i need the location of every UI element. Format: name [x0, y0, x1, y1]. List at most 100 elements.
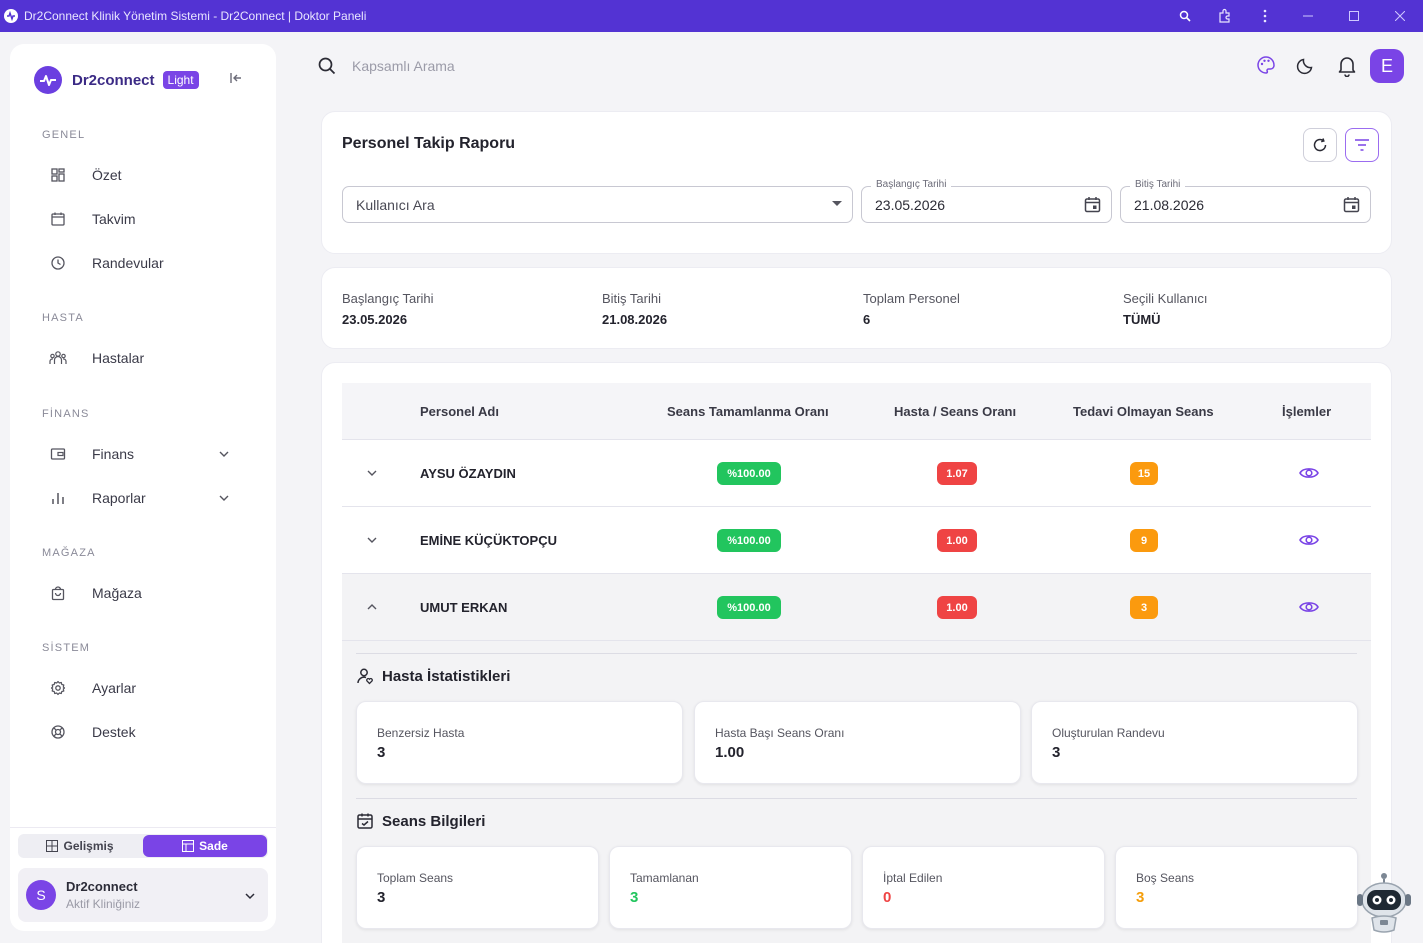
expand-chevron-icon[interactable]	[366, 467, 378, 479]
close-icon[interactable]	[1377, 0, 1423, 32]
sidebar-item-hastalar[interactable]: Hastalar	[38, 340, 258, 376]
table-row[interactable]: EMİNE KÜÇÜKTOPÇU %100.00 1.00 9	[342, 507, 1371, 574]
sidebar-item-randevular[interactable]: Randevular	[38, 245, 258, 281]
section-title-genel: GENEL	[42, 129, 86, 141]
ratio-badge: 1.00	[937, 596, 977, 619]
column-header-name[interactable]: Personel Adı	[420, 404, 499, 419]
staff-name: AYSU ÖZAYDIN	[420, 466, 516, 481]
sidebar-item-takvim[interactable]: Takvim	[38, 201, 258, 237]
untreated-badge: 3	[1130, 596, 1158, 619]
calendar-icon[interactable]	[1343, 196, 1360, 213]
search-icon[interactable]	[318, 57, 336, 75]
summary-total-staff: Toplam Personel 6	[863, 291, 960, 327]
brand-name: Dr2connect	[72, 71, 155, 89]
stat-card-total-sessions: Toplam Seans 3	[356, 846, 599, 929]
sidebar-item-destek[interactable]: Destek	[38, 714, 258, 750]
divider	[356, 798, 1357, 799]
sidebar-item-ozet[interactable]: Özet	[38, 157, 258, 193]
stat-label: Boş Seans	[1136, 871, 1195, 885]
view-eye-icon[interactable]	[1299, 532, 1319, 548]
completion-badge: %100.00	[717, 596, 781, 619]
stat-card-cancelled: İptal Edilen 0	[862, 846, 1105, 929]
brand[interactable]: Dr2connect Light	[34, 66, 199, 94]
end-date-label: Bitiş Tarihi	[1130, 179, 1186, 190]
stat-label: İptal Edilen	[883, 871, 943, 885]
palette-icon[interactable]	[1256, 55, 1276, 75]
report-filter-card: Personel Takip Raporu Kullanıcı Ara Başl…	[321, 111, 1392, 254]
column-header-actions: İşlemler	[1282, 404, 1332, 419]
stat-label: Toplam Seans	[377, 871, 454, 885]
dark-mode-moon-icon[interactable]	[1296, 55, 1316, 75]
stat-card-created-appointments: Oluşturulan Randevu 3	[1031, 701, 1358, 784]
sidebar-divider	[10, 827, 276, 828]
summary-card: Başlangıç Tarihi 23.05.2026 Bitiş Tarihi…	[321, 267, 1392, 349]
calendar-icon[interactable]	[1084, 196, 1101, 213]
maximize-icon[interactable]	[1331, 0, 1377, 32]
stat-value: 3	[1136, 889, 1145, 906]
completion-badge: %100.00	[717, 529, 781, 552]
sidebar-item-label: Ayarlar	[92, 680, 137, 696]
view-eye-icon[interactable]	[1299, 465, 1319, 481]
start-date-label: Başlangıç Tarihi	[871, 179, 952, 190]
search-input[interactable]	[352, 54, 752, 78]
summary-value: 6	[863, 312, 871, 327]
sidebar-item-finans[interactable]: Finans	[38, 436, 258, 472]
user-heart-icon	[357, 668, 373, 685]
extension-icon[interactable]	[1205, 0, 1245, 32]
untreated-badge: 15	[1130, 462, 1158, 485]
sidebar-item-label: Takvim	[92, 211, 136, 227]
start-date-value: 23.05.2026	[875, 197, 946, 213]
stat-card-unique-patients: Benzersiz Hasta 3	[356, 701, 683, 784]
calendar-check-icon	[357, 813, 373, 829]
column-header-completion[interactable]: Seans Tamamlanma Oranı	[667, 404, 829, 419]
column-header-untreated[interactable]: Tedavi Olmayan Seans	[1073, 404, 1214, 419]
clinic-selector[interactable]: S Dr2connect Aktif Kliniğiniz	[18, 868, 268, 922]
collapse-chevron-up-icon[interactable]	[366, 601, 378, 613]
collapse-sidebar-icon[interactable]	[228, 70, 244, 86]
chatbot-robot-icon[interactable]	[1354, 870, 1414, 942]
section-title-hasta: HASTA	[42, 312, 84, 324]
mode-advanced-button[interactable]: Gelişmiş	[18, 834, 142, 858]
summary-end-date: Bitiş Tarihi 21.08.2026	[602, 291, 667, 327]
mode-simple-button[interactable]: Sade	[143, 835, 267, 857]
sidebar-item-label: Destek	[92, 724, 136, 740]
minimize-icon[interactable]	[1285, 0, 1331, 32]
sidebar-item-label: Randevular	[92, 255, 164, 271]
section-title-sistem: SİSTEM	[42, 642, 91, 654]
patient-stats-header: Hasta İstatistikleri	[356, 667, 510, 685]
stat-label: Benzersiz Hasta	[377, 726, 465, 740]
filter-button[interactable]	[1345, 128, 1379, 162]
window-title: Dr2Connect Klinik Yönetim Sistemi - Dr2C…	[24, 9, 367, 23]
summary-label: Seçili Kullanıcı	[1123, 291, 1208, 306]
support-lifebuoy-icon	[38, 724, 78, 740]
sidebar-item-raporlar[interactable]: Raporlar	[38, 480, 258, 516]
end-date-field[interactable]: Bitiş Tarihi 21.08.2026	[1120, 179, 1371, 223]
ratio-badge: 1.00	[937, 529, 977, 552]
notification-bell-icon[interactable]	[1337, 55, 1357, 77]
chevron-down-icon	[218, 492, 230, 504]
table-row-expanded[interactable]: UMUT ERKAN %100.00 1.00 3	[342, 574, 1371, 641]
sidebar-item-label: Finans	[92, 446, 135, 462]
column-header-ratio[interactable]: Hasta / Seans Oranı	[894, 404, 1017, 419]
chevron-down-icon	[244, 890, 256, 902]
zoom-icon[interactable]	[1165, 0, 1205, 32]
user-select[interactable]: Kullanıcı Ara	[342, 186, 853, 223]
sidebar-item-ayarlar[interactable]: Ayarlar	[38, 670, 258, 706]
refresh-icon	[1313, 138, 1327, 152]
start-date-field[interactable]: Başlangıç Tarihi 23.05.2026	[861, 179, 1112, 223]
clinic-name: Dr2connect	[66, 879, 138, 894]
refresh-button[interactable]	[1303, 128, 1337, 162]
sidebar-item-magaza[interactable]: Mağaza	[38, 575, 258, 611]
table-row[interactable]: AYSU ÖZAYDIN %100.00 1.07 15	[342, 440, 1371, 507]
view-eye-icon[interactable]	[1299, 599, 1319, 615]
expand-chevron-icon[interactable]	[366, 534, 378, 546]
user-avatar[interactable]: E	[1370, 49, 1404, 83]
wallet-icon	[38, 446, 78, 462]
summary-label: Başlangıç Tarihi	[342, 291, 434, 306]
more-options-icon[interactable]	[1245, 0, 1285, 32]
session-info-header: Seans Bilgileri	[356, 812, 485, 830]
mode-simple-label: Sade	[199, 839, 228, 853]
end-date-value: 21.08.2026	[1134, 197, 1205, 213]
page-title: Personel Takip Raporu	[342, 135, 516, 152]
user-select-value: Kullanıcı Ara	[356, 197, 435, 213]
